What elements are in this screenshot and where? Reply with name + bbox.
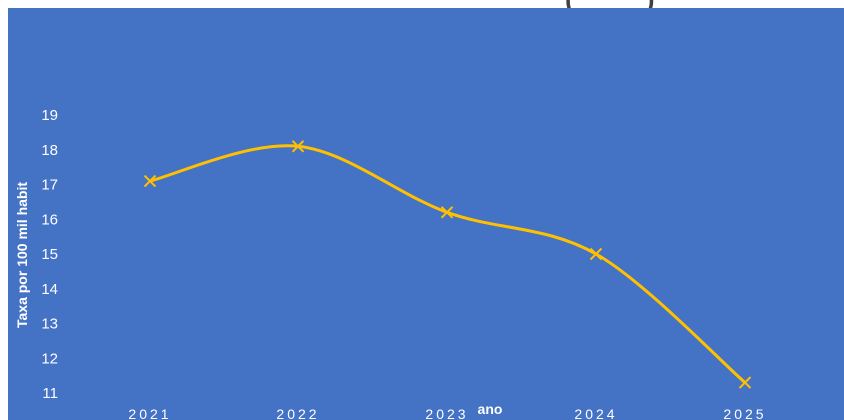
y-axis-title: Taxa por 100 mil habit — [14, 182, 30, 328]
y-tick-label: 15 — [41, 246, 58, 263]
x-tick-label: 2025 — [723, 406, 766, 420]
data-point-marker — [440, 206, 454, 219]
x-axis-ticks: 2021 2022 2023 2024 2025 — [128, 406, 766, 420]
x-axis-title: ano — [478, 401, 503, 417]
x-tick-label: 2022 — [276, 406, 319, 420]
data-point-marker — [143, 174, 157, 188]
series-markers — [143, 140, 752, 389]
title-strip: ( ) — [0, 0, 844, 14]
y-tick-label: 17 — [41, 177, 58, 194]
x-tick-label: 2021 — [128, 406, 171, 420]
data-point-marker — [589, 247, 603, 261]
y-tick-label: 11 — [42, 385, 58, 402]
y-tick-label: 14 — [41, 281, 58, 298]
x-tick-label: 2024 — [574, 406, 617, 420]
chart-area — [8, 8, 844, 420]
data-point-marker — [738, 376, 752, 389]
y-tick-label: 13 — [41, 316, 58, 333]
chart-title-fragment: ( ) — [565, 0, 655, 15]
x-tick-label: 2023 — [425, 406, 468, 420]
y-axis-ticks: 19 18 17 16 15 14 13 12 11 — [41, 107, 58, 402]
series-line — [149, 144, 746, 384]
y-tick-label: 16 — [41, 211, 58, 228]
y-tick-label: 12 — [41, 350, 58, 367]
y-tick-label: 18 — [41, 142, 58, 159]
y-tick-label: 19 — [41, 107, 58, 124]
data-point-marker — [291, 140, 305, 153]
